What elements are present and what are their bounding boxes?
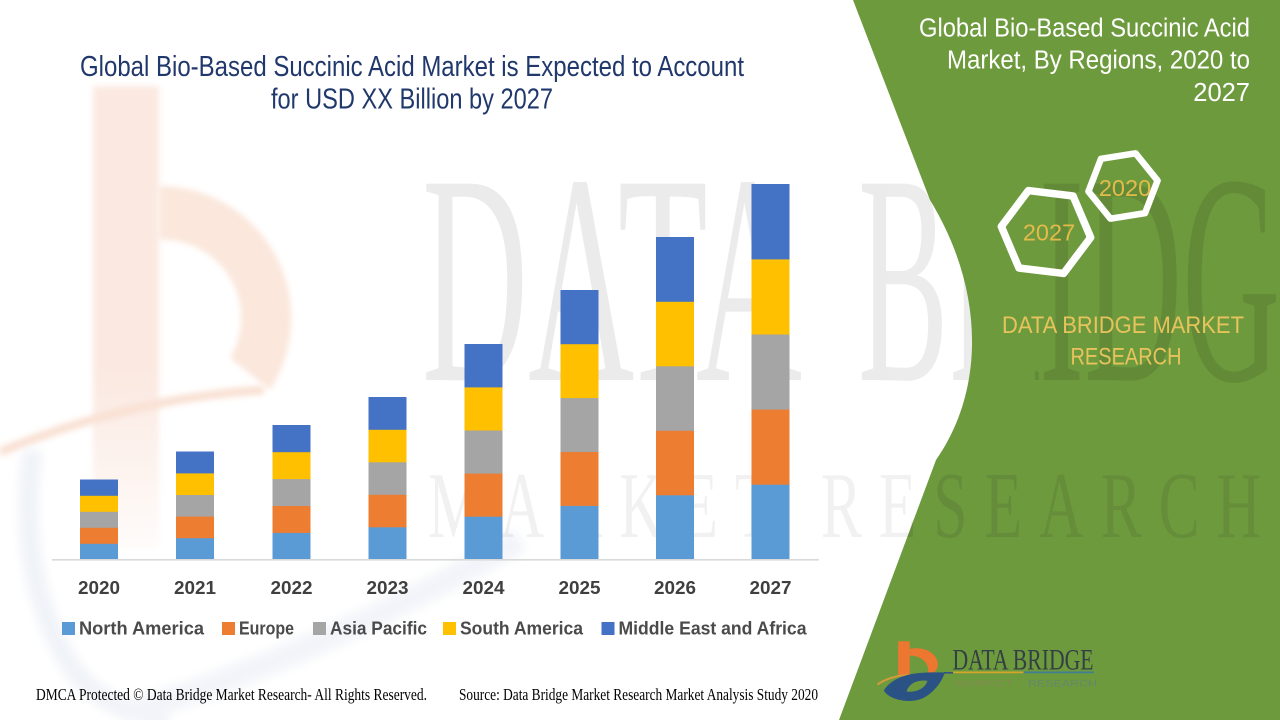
svg-text:2023: 2023	[367, 577, 409, 598]
svg-text:DATA BRIDGE MARKET: DATA BRIDGE MARKET	[1002, 312, 1244, 339]
svg-text:RESEARCH: RESEARCH	[1028, 679, 1097, 689]
svg-text:2021: 2021	[174, 577, 216, 598]
svg-text:for USD XX Billion by 2027: for USD XX Billion by 2027	[271, 84, 553, 116]
svg-text:2020: 2020	[78, 577, 120, 598]
svg-text:2024: 2024	[463, 577, 506, 598]
svg-text:RESEARCH: RESEARCH	[1071, 344, 1182, 371]
svg-text:North America: North America	[79, 618, 205, 639]
svg-text:BRIDGE: BRIDGE	[858, 113, 1280, 445]
svg-text:2025: 2025	[559, 577, 601, 598]
svg-text:DMCA Protected © Data Bridge M: DMCA Protected © Data Bridge Market Rese…	[36, 685, 427, 704]
svg-text:Asia Pacific: Asia Pacific	[330, 618, 427, 639]
svg-text:DATA BRIDGE: DATA BRIDGE	[953, 644, 1094, 677]
svg-text:2027: 2027	[1023, 220, 1075, 246]
svg-text:Market, By Regions, 2020 to: Market, By Regions, 2020 to	[947, 47, 1250, 75]
svg-text:2026: 2026	[654, 577, 696, 598]
svg-text:Global Bio-Based Succinic Acid: Global Bio-Based Succinic Acid Market is…	[80, 51, 744, 83]
svg-text:South America: South America	[460, 618, 584, 639]
svg-text:MARKET: MARKET	[954, 679, 1014, 689]
svg-text:Source: Data Bridge Market Res: Source: Data Bridge Market Research Mark…	[459, 685, 818, 704]
svg-text:2027: 2027	[750, 577, 792, 598]
svg-text:2027: 2027	[1193, 79, 1250, 107]
svg-text:2022: 2022	[271, 577, 313, 598]
svg-text:Europe: Europe	[239, 618, 294, 639]
svg-text:Middle East and Africa: Middle East and Africa	[619, 618, 808, 639]
svg-text:Global Bio-Based Succinic Acid: Global Bio-Based Succinic Acid	[919, 15, 1250, 43]
svg-text:2020: 2020	[1099, 175, 1151, 201]
